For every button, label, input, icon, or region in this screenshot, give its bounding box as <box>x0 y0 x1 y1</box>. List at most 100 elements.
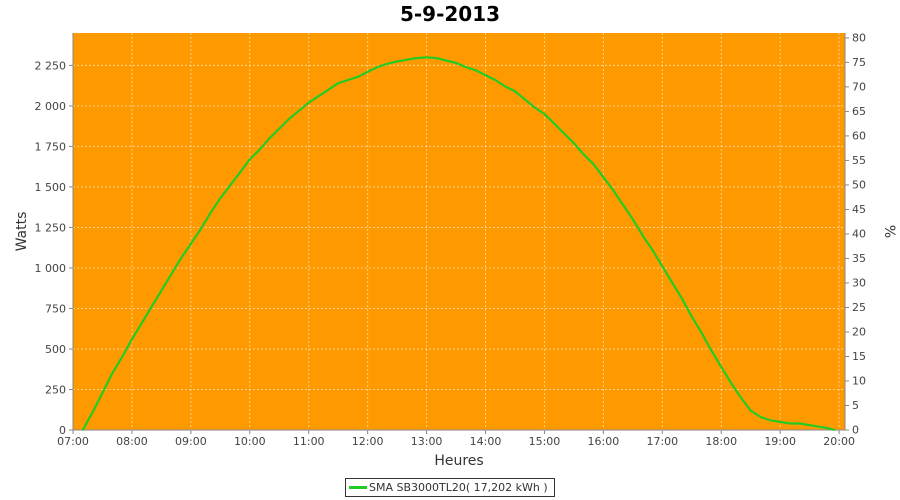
data-point <box>199 228 202 230</box>
y2-tick-label: 5 <box>852 399 859 412</box>
data-point <box>101 391 104 394</box>
data-point <box>651 249 654 252</box>
x-tick-label: 08:00 <box>116 435 148 448</box>
data-point <box>484 74 487 77</box>
data-point <box>602 176 605 179</box>
data-point <box>376 66 379 68</box>
data-point <box>248 158 251 161</box>
data-point <box>415 57 418 60</box>
y2-tick-label: 20 <box>852 325 866 338</box>
data-point <box>288 117 290 120</box>
y2-tick-label: 65 <box>852 105 866 118</box>
y2-tick-label: 25 <box>852 301 866 314</box>
y-axis-title: Watts <box>14 212 30 252</box>
y-tick-label: 250 <box>45 383 66 396</box>
data-point <box>563 132 565 135</box>
data-point <box>661 265 664 268</box>
x-tick-label: 17:00 <box>646 435 678 448</box>
data-point <box>833 429 836 431</box>
y2-tick-label: 10 <box>852 374 866 387</box>
data-point <box>81 429 84 431</box>
y2-tick-label: 45 <box>852 203 866 216</box>
legend: SMA SB3000TL20( 17,202 kWh ) <box>345 478 555 497</box>
data-point <box>406 58 408 61</box>
y2-tick-label: 55 <box>852 154 866 167</box>
data-point <box>278 127 281 130</box>
data-point <box>298 109 300 112</box>
y-tick-label: 750 <box>45 302 66 315</box>
data-point <box>720 365 723 368</box>
legend-label: SMA SB3000TL20( 17,202 kWh ) <box>369 481 548 494</box>
data-point <box>543 113 546 115</box>
x-tick-label: 18:00 <box>705 435 737 448</box>
data-point <box>435 57 438 60</box>
data-point <box>622 203 624 206</box>
y-tick-label: 0 <box>59 424 66 437</box>
data-point <box>514 90 516 93</box>
data-point <box>612 189 615 192</box>
data-point <box>553 122 556 125</box>
data-point <box>140 322 143 324</box>
data-point <box>641 234 644 237</box>
data-point <box>631 218 634 221</box>
data-point <box>690 315 693 318</box>
data-point <box>219 197 222 200</box>
data-point <box>150 305 153 308</box>
y-tick-label: 1 750 <box>35 140 67 153</box>
data-point <box>671 281 674 284</box>
y-tick-label: 500 <box>45 343 66 356</box>
y2-tick-label: 35 <box>852 252 866 265</box>
data-point <box>818 425 821 428</box>
data-point <box>681 297 683 300</box>
chart-title: 5-9-2013 <box>399 2 501 26</box>
data-point <box>425 56 428 59</box>
y2-tick-label: 40 <box>852 227 866 240</box>
data-point <box>739 396 742 399</box>
data-point <box>749 409 752 412</box>
y2-tick-label: 50 <box>852 178 866 191</box>
data-point <box>769 419 772 422</box>
data-point <box>759 416 762 418</box>
data-point <box>317 95 320 98</box>
data-point <box>808 424 811 427</box>
data-point <box>573 142 575 145</box>
data-point <box>337 82 340 85</box>
data-point <box>445 59 448 62</box>
x-tick-label: 09:00 <box>175 435 207 448</box>
y2-axis-title: % <box>881 225 897 238</box>
y2-tick-label: 0 <box>852 424 859 437</box>
x-tick-label: 10:00 <box>234 435 266 448</box>
data-point <box>494 79 497 81</box>
data-point <box>121 356 124 358</box>
x-tick-label: 11:00 <box>293 435 325 448</box>
series-layer <box>81 56 836 432</box>
data-point <box>386 62 389 65</box>
x-tick-label: 19:00 <box>764 435 796 448</box>
data-point <box>327 88 330 91</box>
plot-area <box>73 33 845 430</box>
x-tick-label: 16:00 <box>588 435 620 448</box>
data-point <box>798 422 801 425</box>
y-tick-label: 1 000 <box>35 262 67 275</box>
data-point <box>474 69 477 72</box>
y-tick-label: 2 250 <box>35 59 67 72</box>
data-point <box>347 79 349 81</box>
data-point <box>366 70 369 73</box>
data-point <box>229 184 232 187</box>
data-point <box>209 211 212 214</box>
y2-tick-label: 15 <box>852 350 866 363</box>
x-axis-title: Heures <box>434 453 483 469</box>
legend-swatch <box>349 486 367 489</box>
data-point <box>700 331 703 334</box>
tick-labels: 07:00 08:00 09:00 10:00 11:00 12:00 13:00 14:00… <box>35 31 867 448</box>
data-point <box>307 101 310 104</box>
x-tick-label: 20:00 <box>823 435 855 448</box>
data-point <box>464 66 467 68</box>
y-tick-label: 1 250 <box>35 221 67 234</box>
data-point <box>356 75 359 78</box>
data-point <box>396 60 399 63</box>
data-point <box>592 163 595 166</box>
x-tick-label: 07:00 <box>57 435 89 448</box>
series-line-0 <box>81 56 835 432</box>
